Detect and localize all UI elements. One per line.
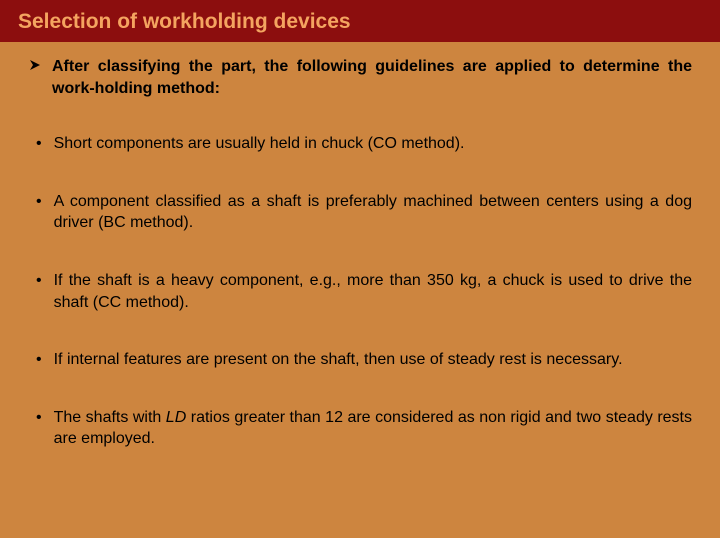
bullet-icon: • — [36, 407, 42, 429]
bullet-icon: • — [36, 349, 42, 371]
list-item-text: The shafts with LD ratios greater than 1… — [54, 407, 692, 450]
list-item-text: Short components are usually held in chu… — [54, 133, 692, 155]
list-item: • A component classified as a shaft is p… — [36, 191, 692, 234]
list-item: • If the shaft is a heavy component, e.g… — [36, 270, 692, 313]
bullet-icon: • — [36, 270, 42, 292]
intro-row: After classifying the part, the followin… — [28, 56, 692, 99]
slide: Selection of workholding devices After c… — [0, 0, 720, 540]
intro-text: After classifying the part, the followin… — [52, 56, 692, 99]
slide-title: Selection of workholding devices — [18, 10, 702, 34]
list-item-text: A component classified as a shaft is pre… — [54, 191, 692, 234]
list-item-text: If the shaft is a heavy component, e.g.,… — [54, 270, 692, 313]
arrow-bullet-icon — [28, 58, 42, 72]
slide-body: After classifying the part, the followin… — [0, 42, 720, 538]
bullet-icon: • — [36, 191, 42, 213]
list-item: • If internal features are present on th… — [36, 349, 692, 371]
bullet-icon: • — [36, 133, 42, 155]
title-band: Selection of workholding devices — [0, 0, 720, 42]
list-item: • Short components are usually held in c… — [36, 133, 692, 155]
guideline-list: • Short components are usually held in c… — [28, 133, 692, 450]
list-item-text: If internal features are present on the … — [54, 349, 692, 371]
list-item: • The shafts with LD ratios greater than… — [36, 407, 692, 450]
